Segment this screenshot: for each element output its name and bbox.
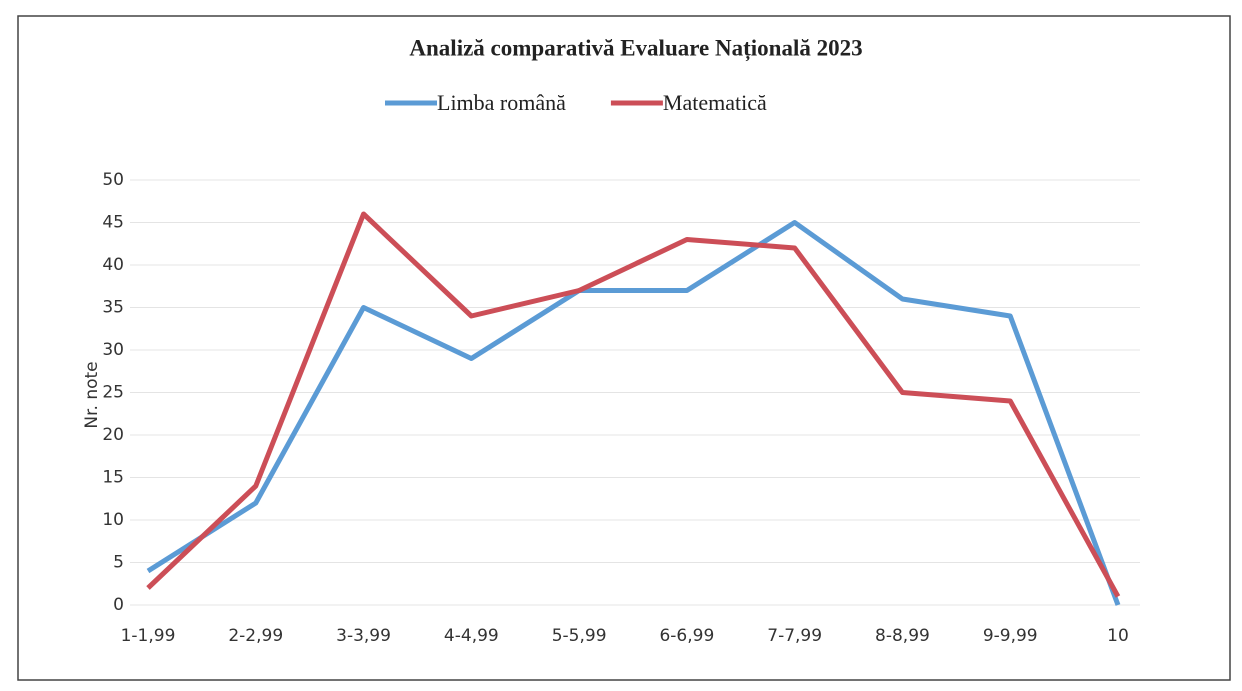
y-tick-label: 30 <box>102 340 124 360</box>
chart-title: Analiză comparativă Evaluare Națională 2… <box>409 35 862 61</box>
x-tick-label: 3-3,99 <box>336 626 391 646</box>
x-tick-label: 10 <box>1107 626 1129 646</box>
x-tick-label: 1-1,99 <box>121 626 176 646</box>
x-tick-label: 2-2,99 <box>228 626 283 646</box>
y-tick-label: 35 <box>102 298 124 318</box>
legend-label: Limba română <box>437 90 566 115</box>
legend-label: Matematică <box>663 90 767 115</box>
y-tick-label: 0 <box>113 595 124 615</box>
x-tick-label: 6-6,99 <box>659 626 714 646</box>
x-tick-label: 8-8,99 <box>875 626 930 646</box>
y-tick-label: 15 <box>102 468 124 488</box>
y-tick-label: 45 <box>102 213 124 233</box>
series-line <box>146 211 1121 598</box>
y-tick-label: 10 <box>102 510 124 530</box>
y-tick-label: 5 <box>113 553 124 573</box>
y-tick-label: 50 <box>102 170 124 190</box>
x-tick-label: 4-4,99 <box>444 626 499 646</box>
y-axis-title: Nr. note <box>82 361 102 428</box>
y-tick-label: 40 <box>102 255 124 275</box>
x-tick-label: 5-5,99 <box>552 626 607 646</box>
x-tick-label: 9-9,99 <box>983 626 1038 646</box>
series-line <box>146 220 1121 606</box>
y-tick-label: 25 <box>102 383 124 403</box>
x-tick-label: 7-7,99 <box>767 626 822 646</box>
chart-frame <box>17 15 1231 681</box>
y-tick-label: 20 <box>102 425 124 445</box>
